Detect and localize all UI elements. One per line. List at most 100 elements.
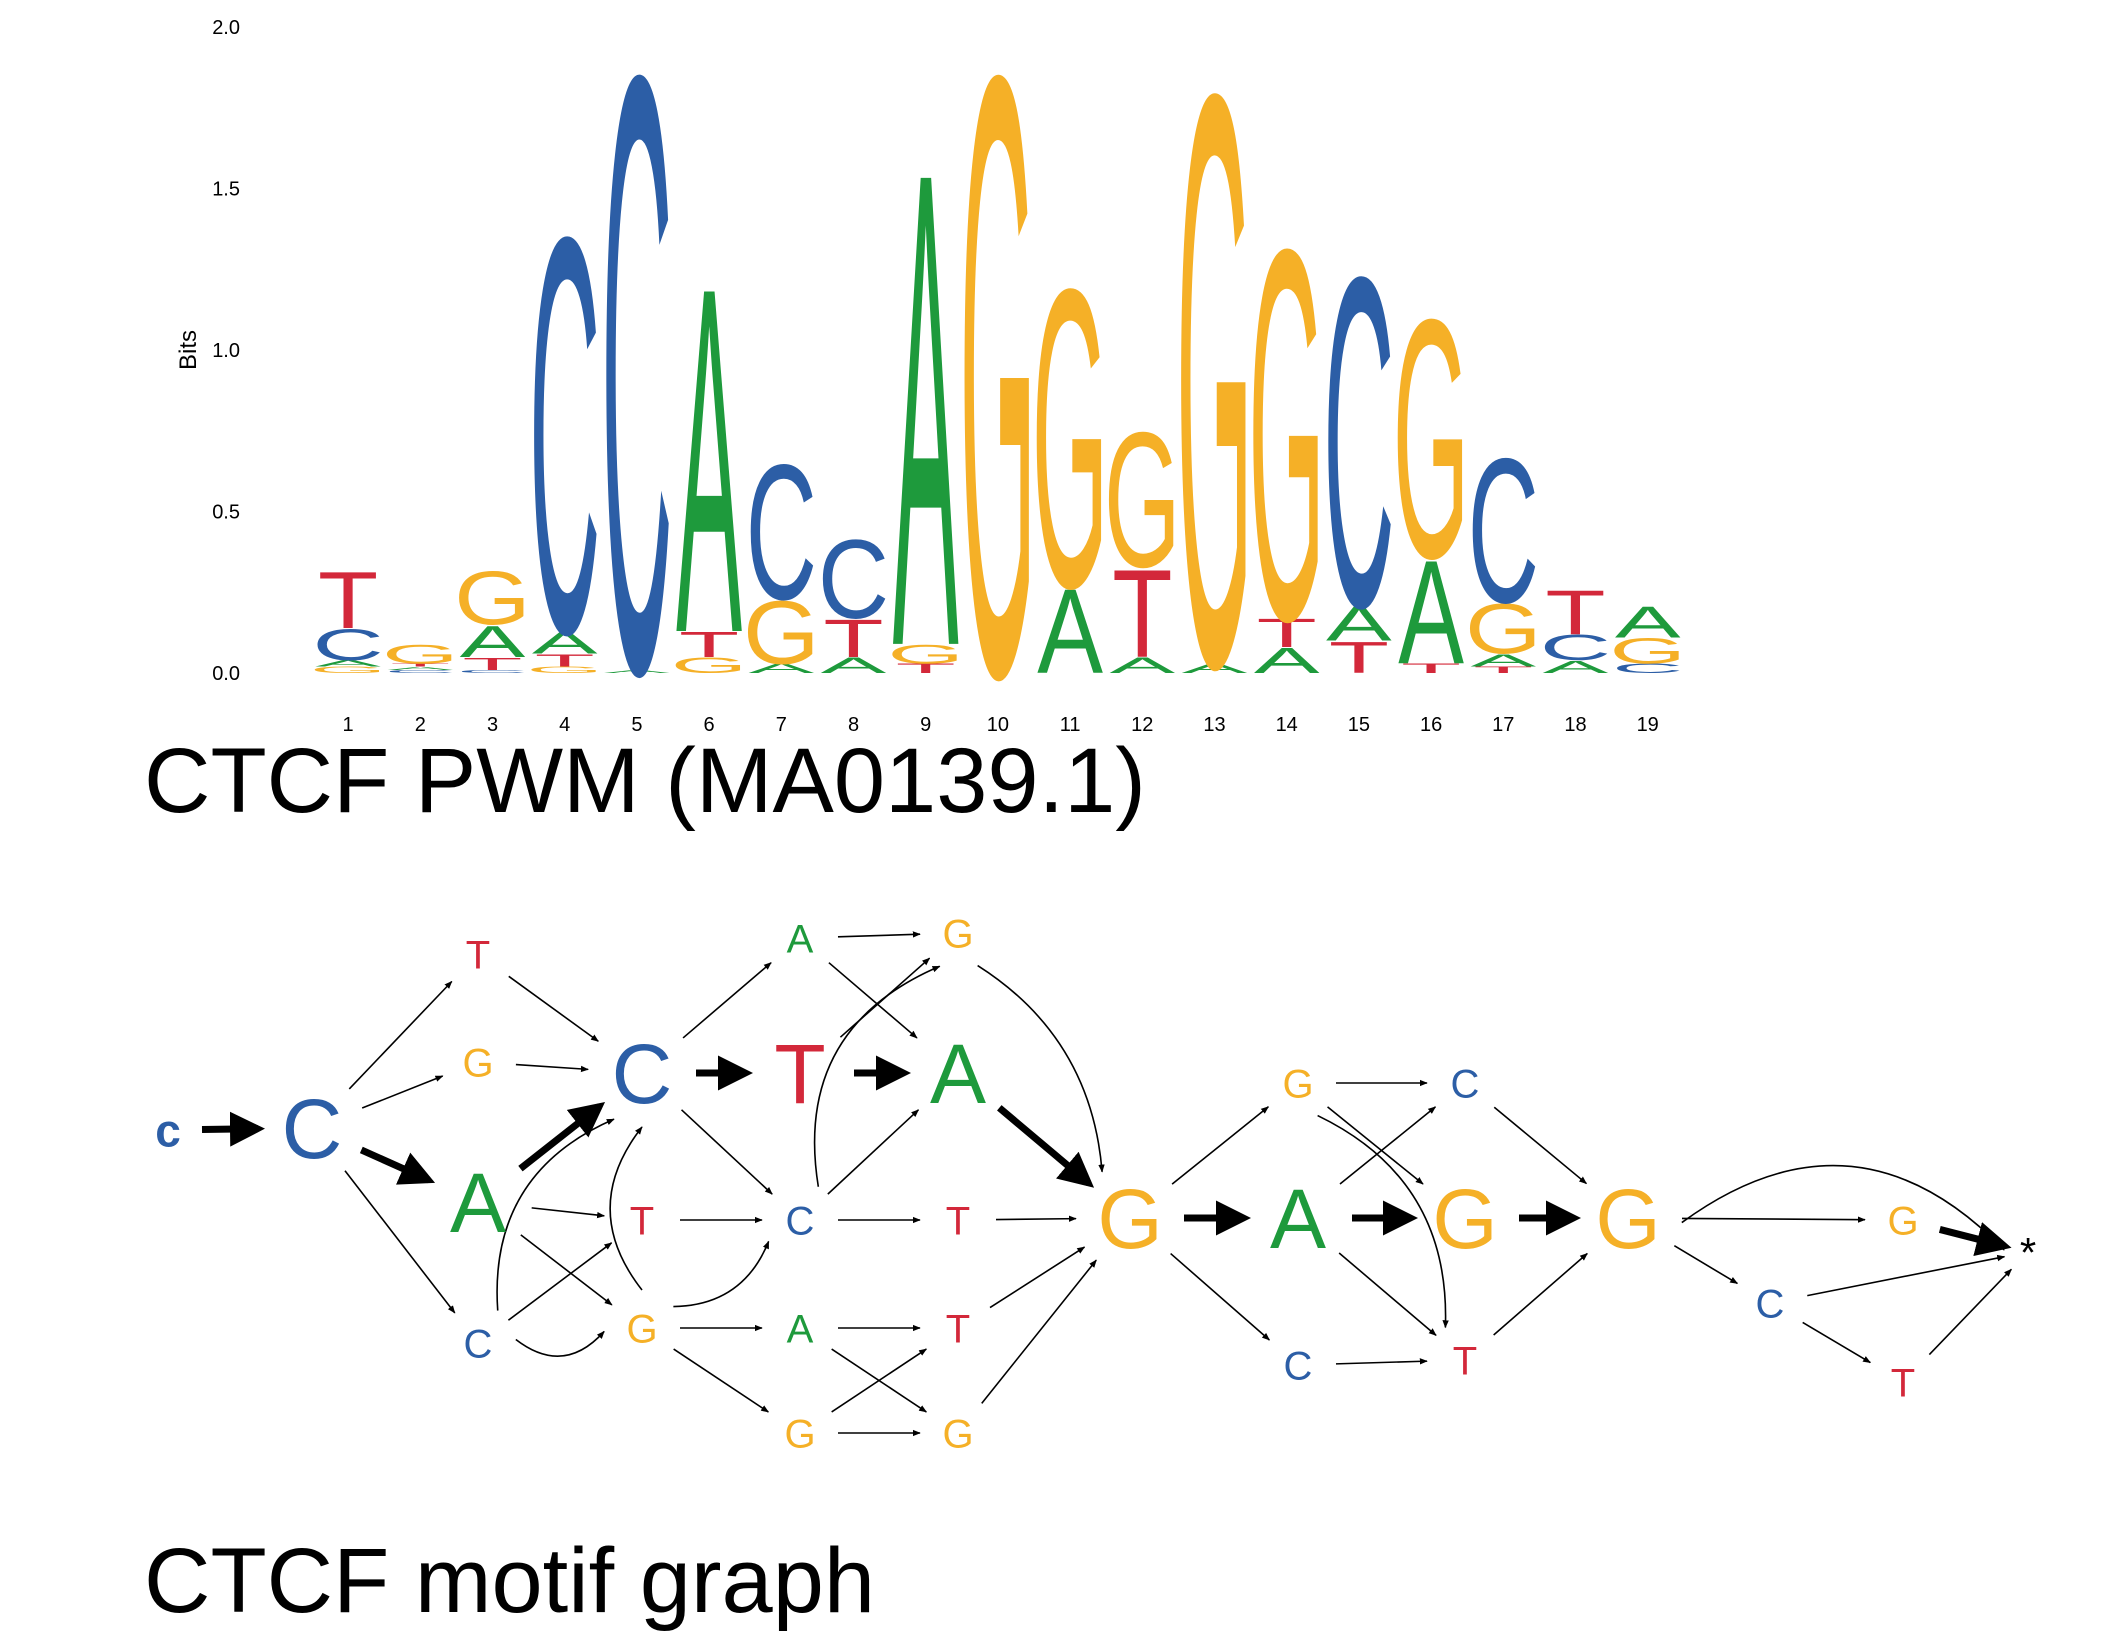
x-tick-label: 18 [1564, 714, 1586, 736]
edge-C1-to-C2 [344, 1170, 456, 1314]
logo-letter-A: A [1182, 661, 1248, 676]
logo-letter-T: T [679, 624, 739, 664]
logo-column-9: TGA [887, 31, 964, 788]
logo-letter-G: G [743, 582, 820, 682]
logo-letter-C: C [1468, 417, 1539, 647]
logo-letter-G: G [1176, 0, 1253, 837]
logo-letter-T: T [896, 661, 956, 676]
logo-column-16: TAG [1393, 250, 1470, 695]
logo-letter-A: A [893, 31, 959, 788]
edge-C10-to-end [1807, 1254, 2006, 1297]
logo-letter-A: A [315, 658, 381, 668]
x-tick-label: 10 [987, 714, 1009, 736]
logo-letter-C: C [601, 0, 672, 851]
logo-letter-T: T [390, 662, 450, 667]
logo-letter-C: C [313, 620, 384, 670]
logo-column-18: ACT [1540, 577, 1611, 677]
logo-letter-G: G [454, 555, 531, 641]
logo-letter-G: G [310, 665, 387, 675]
edge-A2-to-T3 [531, 1207, 606, 1219]
logo-letter-G: G [1393, 250, 1470, 630]
logo-letter-G: G [887, 639, 964, 669]
logo-column-13: AG [1176, 0, 1253, 837]
logo-letter-G: G [1248, 138, 1325, 730]
x-tick-label: 12 [1131, 714, 1153, 736]
edge-G9-to-end [1681, 1164, 2005, 1251]
logo-column-5: AC [601, 0, 672, 851]
logo-letter-A: A [604, 669, 670, 674]
logo-letter-C: C [1612, 661, 1683, 676]
logo-letter-T: T [1329, 633, 1389, 683]
edge-T10-to-end [1928, 1268, 2012, 1356]
graph-nodes: c C T G A C C T G T C A A G G A T T G G A G C G C T G G C T * [155, 912, 2036, 1456]
logo-letter-C: C [1323, 180, 1394, 706]
edge-C1-to-T2 [348, 980, 453, 1090]
logo-letter-A: A [1398, 529, 1464, 695]
edge-C1-to-A2 [359, 1146, 436, 1185]
x-tick-label: 9 [920, 714, 931, 736]
logo-column-8: ATC [818, 517, 889, 678]
logo-letter-T: T [823, 608, 883, 668]
logo-letter-C: C [746, 425, 817, 640]
edge-G10-to-end [1938, 1222, 2012, 1257]
logo-column-6: GTA [671, 186, 748, 737]
x-tick-label: 17 [1492, 714, 1514, 736]
graph-node-A4a: A [787, 917, 814, 961]
edge-G5a-to-G6 [977, 964, 1105, 1173]
x-tick-label: 1 [343, 714, 354, 736]
edge-A2-to-C3 [518, 1102, 606, 1172]
graph-node-C2: C [464, 1322, 493, 1366]
logo-y-axis-label: Bits [175, 330, 202, 370]
logo-x-axis: 1 2 3 4 5 6 7 8 9 10 11 12 13 14 15 16 17 18 19 [343, 714, 1659, 736]
x-tick-label: 11 [1060, 714, 1081, 736]
logo-letter-T: T [1112, 543, 1172, 683]
x-tick-label: 16 [1420, 714, 1442, 736]
graph-node-G2: G [462, 1041, 493, 1085]
logo-column-7: AGC [743, 425, 820, 682]
edge-C3-to-C4 [680, 1109, 773, 1195]
logo-letter-G: G [382, 639, 459, 669]
x-tick-label: 5 [631, 714, 642, 736]
graph-node-C3: C [612, 1027, 673, 1121]
logo-letter-C: C [457, 669, 528, 674]
x-tick-label: 3 [487, 714, 498, 736]
edge-C4-to-G5a [813, 965, 941, 1187]
y-tick-label: 2.0 [212, 17, 240, 39]
edge-G3-to-G4 [673, 1348, 770, 1413]
graph-node-A7: A [1270, 1172, 1326, 1266]
logo-letter-T: T [535, 651, 595, 671]
edge-C10-to-T10 [1802, 1321, 1872, 1364]
edge-C7-to-T8 [1335, 1358, 1428, 1365]
edge-C1-to-G2 [361, 1075, 444, 1109]
motif-graph: c C T G A C C T G T C A A G G A T T G G A G C G C T G G C T * [155, 912, 2036, 1456]
logo-letter-A: A [1326, 596, 1392, 652]
logo-letter-G: G [526, 665, 603, 675]
graph-node-T5a: T [946, 1199, 970, 1243]
logo-letter-A: A [460, 617, 526, 667]
y-tick-label: 1.5 [212, 179, 240, 201]
logo-letter-A: A [1470, 651, 1537, 671]
logo-column-15: TAC [1323, 180, 1394, 706]
edge-A4a-to-A5 [828, 962, 918, 1039]
logo-letter-G: G [671, 653, 748, 678]
graph-node-G8: G [1432, 1172, 1497, 1266]
edge-G5b-to-G6 [981, 1259, 1097, 1404]
graph-node-T4: T [774, 1027, 825, 1121]
logo-column-11: AG [1032, 200, 1109, 699]
edge-T5b-to-G6 [989, 1246, 1086, 1309]
edge-G3-to-C4 [673, 1240, 770, 1308]
graph-node-G4: G [784, 1412, 815, 1456]
logo-letter-G: G [1104, 393, 1181, 608]
graph-node-C4: C [786, 1199, 815, 1243]
logo-letter-C: C [818, 517, 889, 642]
logo-letter-G: G [1609, 631, 1686, 671]
logo-letter-A: A [1109, 653, 1175, 678]
logo-letter-T: T [462, 654, 522, 674]
x-tick-label: 13 [1203, 714, 1225, 736]
edge-G9-to-G10 [1681, 1216, 1866, 1223]
edge-G7-to-T8 [1317, 1114, 1449, 1329]
graph-node-C7: C [1284, 1344, 1313, 1388]
